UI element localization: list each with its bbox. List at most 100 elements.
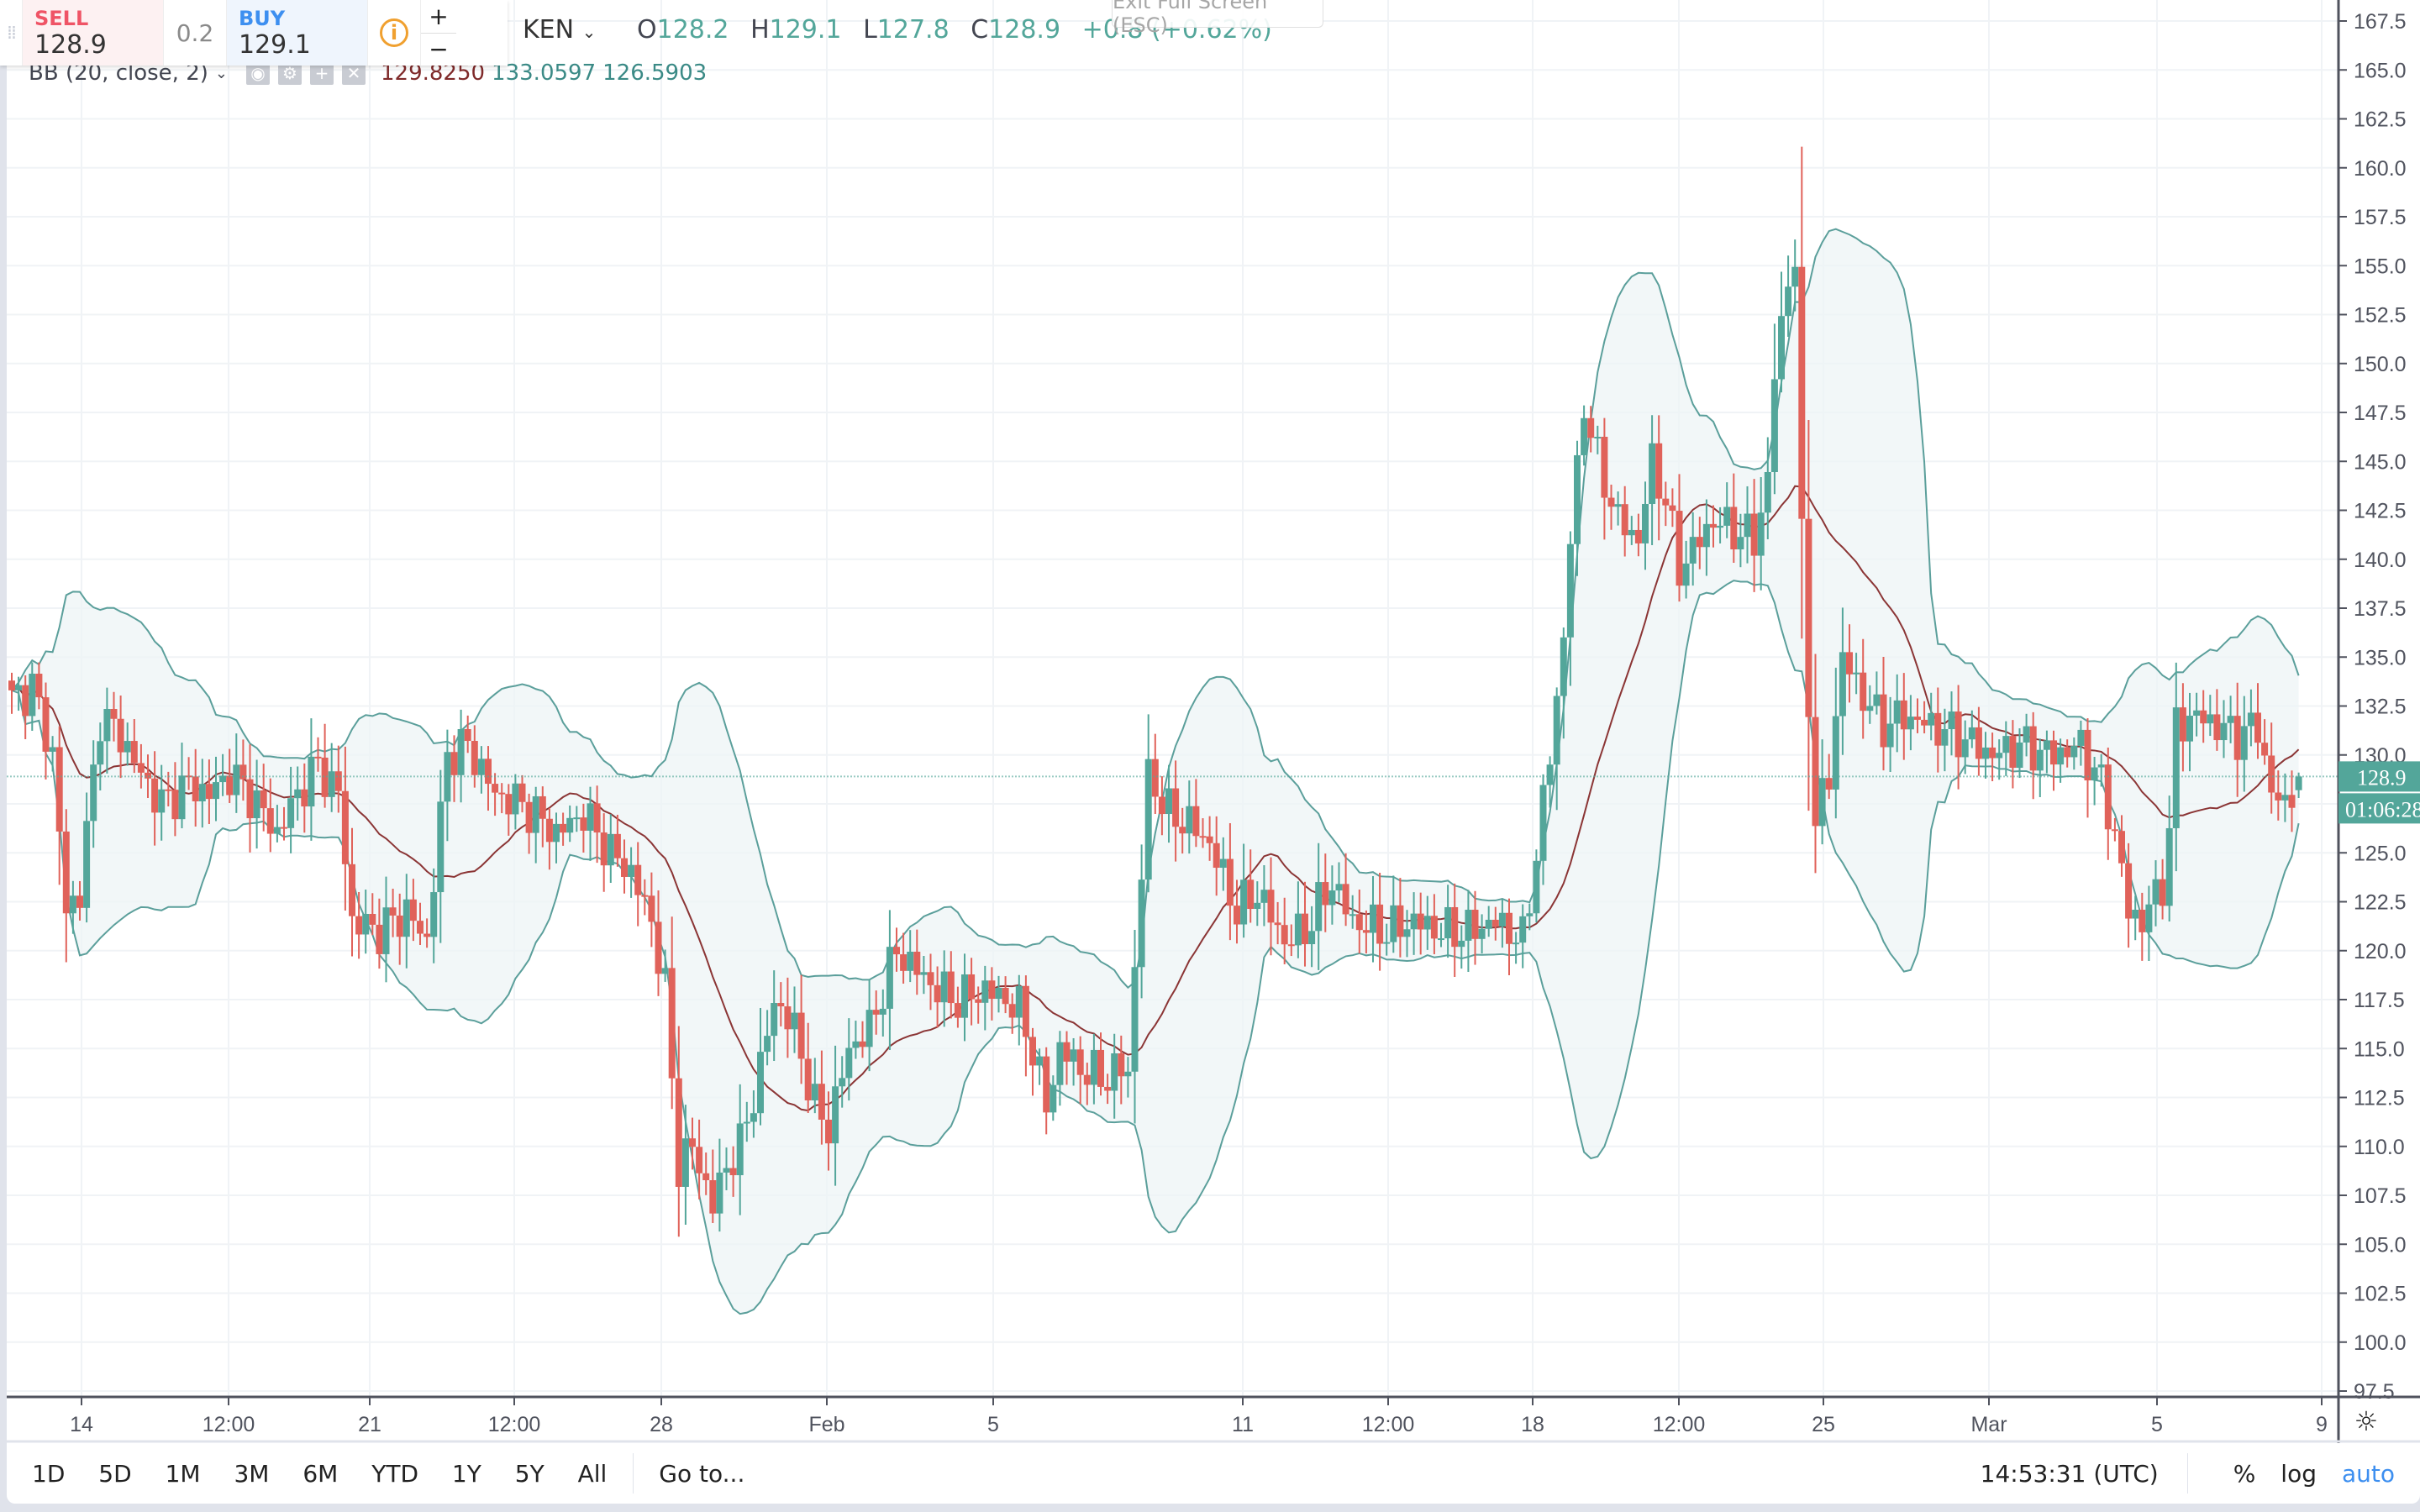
candle-body [628, 864, 635, 877]
candle-body [1996, 753, 2003, 759]
candle-body [681, 1138, 689, 1187]
candle-body [1219, 858, 1227, 869]
range-6m[interactable]: 6M [302, 1459, 339, 1488]
date-range-buttons: 1D 5D 1M 3M 6M YTD 1Y 5Y All [32, 1460, 633, 1488]
candle-body [49, 747, 56, 752]
candle-body [1934, 712, 1942, 746]
range-5d[interactable]: 5D [98, 1459, 132, 1488]
candle-body [145, 772, 151, 779]
candle-body [1649, 443, 1656, 504]
increase-button[interactable]: + [421, 0, 456, 34]
price-label: 97.5 [2354, 1380, 2395, 1404]
candle-body [294, 789, 302, 799]
candle-body [2247, 712, 2254, 727]
candle-body [103, 709, 111, 742]
candle-body [124, 741, 131, 753]
candle-body [1390, 905, 1397, 942]
candle-body [729, 1168, 737, 1176]
candle-body [1702, 523, 1710, 548]
candle-body [151, 778, 159, 813]
candle-body [492, 784, 499, 793]
range-all[interactable]: All [577, 1459, 608, 1488]
drag-handle-icon[interactable]: ⁞⁞ [0, 0, 23, 66]
candle-body [2207, 714, 2214, 724]
candle-body [1886, 723, 1894, 748]
candle-body [839, 1078, 846, 1087]
percent-toggle[interactable]: % [2233, 1459, 2256, 1488]
price-label: 100.0 [2354, 1331, 2407, 1355]
high-label: H [750, 15, 770, 45]
candle-body [1607, 497, 1615, 507]
price-label: 107.5 [2354, 1184, 2407, 1208]
candle-body [1539, 785, 1547, 861]
utc-clock[interactable]: 14:53:31 (UTC) [1980, 1459, 2159, 1488]
candle-body [1812, 717, 1819, 827]
candle-body [1989, 747, 1996, 759]
candle-body [1519, 916, 1527, 943]
candle-body [198, 784, 206, 802]
chevron-down-icon[interactable]: ⌄ [214, 64, 228, 82]
exit-fullscreen-button[interactable]: Exit Full Screen (ESC) [1112, 0, 1323, 37]
candle-body [1083, 1074, 1091, 1085]
candle-body [818, 1084, 825, 1120]
candle-body [1274, 922, 1281, 926]
log-toggle[interactable]: log [2281, 1459, 2317, 1488]
candle-body [1076, 1049, 1084, 1075]
candle-body [1179, 827, 1186, 834]
sell-price: 128.9 [34, 30, 107, 60]
range-ytd[interactable]: YTD [371, 1459, 419, 1488]
buy-label: BUY [239, 7, 286, 30]
candle-body [2057, 747, 2065, 765]
range-1d[interactable]: 1D [32, 1459, 66, 1488]
candle-body [1465, 910, 1472, 941]
candle-body [1655, 443, 1663, 499]
candle-body [791, 1012, 798, 1030]
candle-body [90, 764, 97, 822]
candle-body [1315, 882, 1323, 932]
price-label: 105.0 [2354, 1233, 2407, 1257]
candle-body [253, 790, 260, 819]
candle-body [641, 895, 649, 897]
candle-body [1574, 454, 1581, 544]
info-button[interactable]: i [368, 0, 421, 66]
candle-body [205, 784, 213, 800]
candle-body [750, 1113, 757, 1122]
sell-button[interactable]: SELL 128.9 [23, 0, 164, 66]
chart-settings-icon[interactable]: ☼ [2354, 1405, 2379, 1437]
candle-body [1383, 942, 1391, 944]
bb-lower-value: 126.5903 [602, 60, 708, 86]
candle-body [2288, 795, 2296, 808]
symbol-selector[interactable]: KEN ⌄ [523, 15, 596, 45]
decrease-button[interactable]: − [429, 35, 449, 64]
candle-body [2152, 879, 2160, 905]
candle-body [661, 968, 669, 974]
candle-body [334, 771, 342, 791]
candle-body [696, 1147, 703, 1173]
bb-upper-value: 133.0597 [492, 60, 597, 86]
candlestick-chart[interactable]: 167.5 165.0 162.5 160.0 157.5 155.0 152.5 150.0… [7, 0, 2420, 1504]
candle-body [2193, 710, 2201, 717]
range-5y[interactable]: 5Y [514, 1459, 544, 1488]
candle-body [1832, 716, 1839, 790]
candle-body [281, 827, 287, 829]
range-1y[interactable]: 1Y [451, 1459, 481, 1488]
candle-body [845, 1047, 853, 1079]
candle-body [1893, 700, 1901, 724]
buy-button[interactable]: BUY 129.1 [227, 0, 368, 66]
candle-body [273, 827, 281, 834]
candle-body [97, 741, 104, 765]
range-3m[interactable]: 3M [234, 1459, 270, 1488]
range-1m[interactable]: 1M [165, 1459, 201, 1488]
goto-button[interactable]: Go to... [659, 1459, 745, 1488]
candle-body [1438, 938, 1444, 941]
candle-body [328, 771, 335, 797]
candle-body [2097, 764, 2105, 768]
candle-body [2050, 740, 2057, 765]
auto-toggle[interactable]: auto [2341, 1459, 2395, 1488]
trade-panel: ⁞⁞ SELL 128.9 0.2 BUY 129.1 i + − [0, 0, 508, 66]
candle-body [1451, 906, 1459, 948]
candle-body [341, 790, 349, 864]
candle-body [158, 789, 166, 813]
countdown-label: 01:06:28 [2345, 797, 2420, 822]
candle-body [1566, 543, 1574, 638]
